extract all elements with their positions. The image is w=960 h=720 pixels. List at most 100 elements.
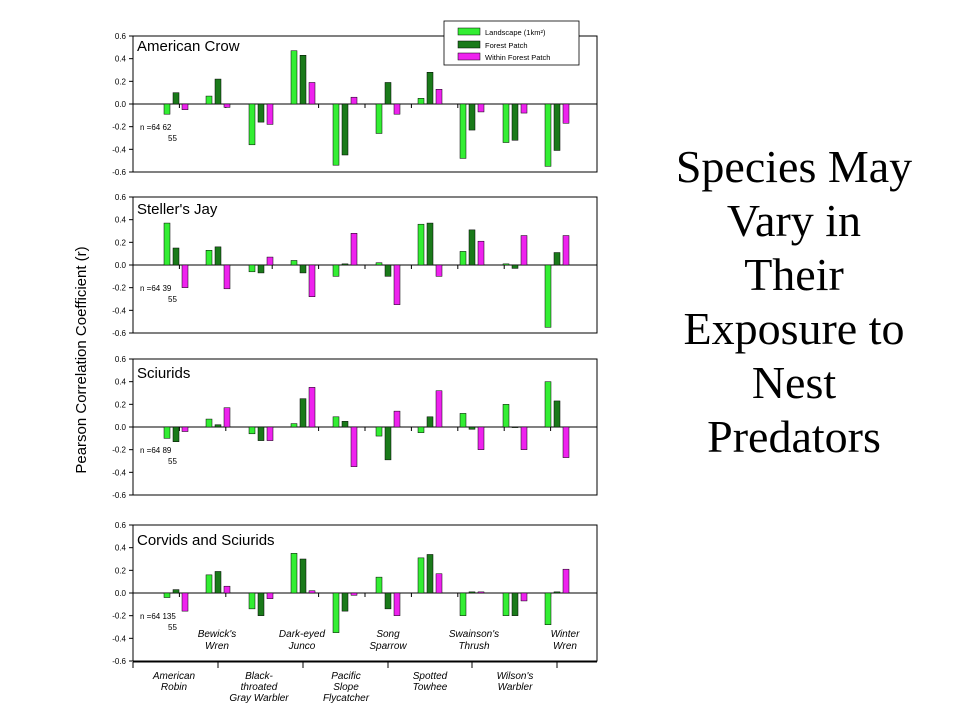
species-label: Junco (288, 641, 316, 652)
species-label: Thrush (458, 641, 490, 652)
bar-within-forest-patch (266, 592, 274, 599)
species-label: Pacific (331, 671, 360, 682)
bar-forest-patch (257, 103, 265, 123)
y-tick-label: -0.6 (112, 168, 126, 177)
bar-forest-patch (468, 591, 476, 594)
y-axis-label: Pearson Correlation Coefficient (r) (73, 246, 90, 473)
y-tick-label: 0.4 (115, 216, 127, 225)
bar-forest-patch (468, 426, 476, 430)
bar-within-forest-patch (181, 103, 189, 110)
bar-within-forest-patch (266, 103, 274, 125)
bar-forest-patch (257, 592, 265, 616)
legend-swatch-within (457, 52, 481, 61)
bar-landscape (417, 426, 425, 433)
y-tick-label: -0.6 (112, 491, 126, 500)
bar-within-forest-patch (562, 103, 570, 124)
y-tick-label: 0.4 (115, 55, 127, 64)
bar-forest-patch (426, 72, 434, 105)
legend-label-within: Within Forest Patch (485, 53, 550, 62)
bar-forest-patch (299, 398, 307, 428)
bar-forest-patch (511, 592, 519, 616)
bar-forest-patch (299, 558, 307, 594)
species-label: throated (241, 682, 278, 693)
bar-landscape (375, 103, 383, 134)
bar-within-forest-patch (223, 103, 231, 108)
bar-forest-patch (341, 103, 349, 156)
bar-landscape (163, 426, 171, 439)
bar-landscape (502, 404, 510, 428)
y-tick-label: 0.6 (115, 193, 127, 202)
bar-landscape (544, 381, 552, 428)
bar-within-forest-patch (435, 573, 443, 594)
bar-forest-patch (553, 400, 561, 428)
bar-forest-patch (341, 421, 349, 428)
bar-landscape (544, 103, 552, 167)
bar-landscape (290, 260, 298, 266)
y-tick-label: 0.6 (115, 32, 127, 41)
bar-within-forest-patch (308, 387, 316, 428)
bar-within-forest-patch (477, 426, 485, 450)
bar-landscape (205, 574, 213, 594)
panel-title: Corvids and Sciurids (137, 532, 275, 549)
sample-size-label: 55 (168, 134, 177, 143)
bar-within-forest-patch (223, 407, 231, 428)
bar-landscape (375, 576, 383, 594)
bar-forest-patch (172, 589, 180, 594)
bar-forest-patch (257, 264, 265, 274)
y-tick-label: -0.4 (112, 468, 126, 477)
sample-size-label: n =64 39 (140, 284, 172, 293)
y-tick-label: 0.6 (115, 521, 127, 530)
bar-landscape (459, 251, 467, 266)
legend-label-forest: Forest Patch (485, 41, 528, 50)
species-label: Swainson's (449, 629, 499, 640)
y-tick-label: 0.4 (115, 378, 127, 387)
bar-landscape (248, 264, 256, 273)
bar-within-forest-patch (393, 264, 401, 305)
bar-within-forest-patch (562, 568, 570, 594)
species-label: Flycatcher (323, 693, 370, 704)
bar-within-forest-patch (266, 256, 274, 266)
bar-forest-patch (426, 416, 434, 428)
bar-within-forest-patch (435, 390, 443, 428)
y-tick-label: 0.2 (115, 400, 127, 409)
bar-landscape (248, 592, 256, 610)
legend-swatch-landscape (457, 27, 481, 36)
bar-within-forest-patch (181, 264, 189, 288)
bar-landscape (163, 222, 171, 266)
legend: Landscape (1km²) Forest Patch Within For… (443, 20, 580, 66)
bar-within-forest-patch (350, 233, 358, 266)
bar-landscape (163, 103, 171, 115)
bar-forest-patch (214, 78, 222, 105)
bar-forest-patch (384, 426, 392, 461)
sample-size-label: 55 (168, 295, 177, 304)
bar-forest-patch (299, 264, 307, 274)
species-label: Robin (161, 682, 188, 693)
bar-within-forest-patch (393, 103, 401, 115)
bar-within-forest-patch (350, 96, 358, 105)
bar-landscape (205, 418, 213, 428)
bar-forest-patch (468, 103, 476, 131)
slide-title-line: Exposure to (683, 303, 905, 354)
y-tick-label: 0.0 (115, 100, 127, 109)
y-tick-label: 0.0 (115, 589, 127, 598)
species-label: Wilson's (497, 671, 534, 682)
bar-landscape (290, 553, 298, 594)
bar-forest-patch (384, 82, 392, 105)
y-tick-label: -0.4 (112, 145, 126, 154)
bar-forest-patch (511, 426, 519, 428)
bar-forest-patch (553, 252, 561, 266)
species-label: Warbler (498, 682, 533, 693)
bar-landscape (290, 50, 298, 105)
species-label: Song (376, 629, 400, 640)
bar-forest-patch (172, 92, 180, 105)
bar-within-forest-patch (520, 592, 528, 602)
y-tick-label: 0.2 (115, 566, 127, 575)
panel-sciurids: Sciurids 0.6 0.4 0.2 0.0 -0.2 -0.4 -0.6 n =64 8… (112, 355, 598, 500)
bar-landscape (417, 98, 425, 105)
bar-landscape (248, 103, 256, 146)
species-label: Black- (245, 671, 273, 682)
bar-forest-patch (214, 424, 222, 428)
bar-landscape (163, 592, 171, 598)
bar-landscape (332, 103, 340, 166)
